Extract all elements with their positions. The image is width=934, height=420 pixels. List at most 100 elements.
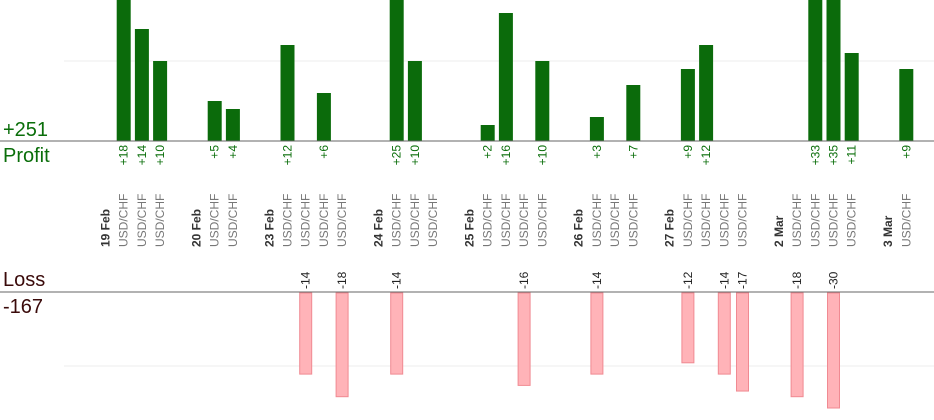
date-label: 26 Feb [572,209,586,247]
date-label: 19 Feb [99,209,113,247]
profit-value-label: +9 [681,145,695,159]
profit-bar [116,0,131,141]
profit-bar [808,0,823,141]
profit-bar [480,125,495,141]
loss-bar [827,292,840,409]
date-label: 3 Mar [881,215,895,247]
profit-bar [844,53,859,141]
loss-value-label: -18 [335,271,349,289]
instrument-label: USD/CHF [499,194,513,247]
profit-value-label: +18 [117,145,131,166]
profit-bar [498,13,513,141]
instrument-label: USD/CHF [208,194,222,247]
instrument-label: USD/CHF [408,194,422,247]
loss-value-label: -17 [736,271,750,289]
loss-value-label: -30 [827,271,841,289]
profit-value-label: +12 [699,145,713,166]
loss-label: Loss [3,269,46,291]
profit-bar [626,85,641,141]
profit-bars: +18 +14 +10 +5 +4 +12 +6 +25 +10 +2 +16 +10 +3 +7 +9 +1… [116,0,914,166]
instrument-label: USD/CHF [135,194,149,247]
date-label: 25 Feb [463,209,477,247]
profit-bar [535,61,550,141]
loss-value-label: -16 [517,271,531,289]
instrument-label: USD/CHF [281,194,295,247]
profit-bar [680,69,695,141]
instrument-label: USD/CHF [699,194,713,247]
profit-value-label: +5 [208,145,222,159]
profit-bar [407,61,422,141]
instrument-label: USD/CHF [517,194,531,247]
profit-total: +251 [3,119,49,141]
profit-value-label: +10 [408,145,422,166]
loss-bar [717,292,731,375]
loss-bar [736,292,749,392]
instrument-label: USD/CHF [827,194,841,247]
instrument-label: USD/CHF [226,194,240,247]
profit-bar [699,45,714,141]
profit-bar [134,29,149,141]
profit-value-label: +14 [135,145,149,166]
instrument-label: USD/CHF [790,194,804,247]
profit-value-label: +25 [390,145,404,166]
instrument-label: USD/CHF [681,194,695,247]
profit-value-label: +7 [626,145,640,159]
loss-value-label: -18 [790,271,804,289]
instrument-label: USD/CHF [317,194,331,247]
profit-value-label: +11 [845,145,859,165]
loss-value-label: -14 [717,271,731,289]
instrument-label: USD/CHF [481,194,495,247]
instrument-label: USD/CHF [717,194,731,247]
profit-value-label: +6 [317,145,331,159]
instrument-label: USD/CHF [899,194,913,247]
column-labels: 19 Feb USD/CHF USD/CHF USD/CHF 20 Feb USD/CHF… [99,194,914,247]
loss-bar [590,292,604,375]
profit-bar [207,101,222,141]
loss-total: -167 [3,296,44,318]
loss-value-label: -12 [681,271,695,289]
date-label: 27 Feb [663,209,677,247]
date-label: 24 Feb [372,209,386,247]
instrument-label: USD/CHF [626,194,640,247]
profit-value-label: +4 [226,145,240,159]
instrument-label: USD/CHF [335,194,349,247]
instrument-label: USD/CHF [736,194,750,247]
profit-bar [389,0,404,141]
profit-bar [899,69,914,141]
loss-bar [299,292,313,375]
loss-bar [517,292,531,386]
loss-value-label: -14 [590,271,604,289]
profit-bar [826,0,841,141]
profit-value-label: +10 [535,145,549,166]
instrument-label: USD/CHF [390,194,404,247]
date-label: 23 Feb [262,209,276,247]
loss-bar [390,292,404,375]
profit-bar [153,61,168,141]
loss-bars: -14 -18 -14 -16 -14 -12 -14 -17 -18 -30 [299,271,841,409]
profit-value-label: +33 [808,145,822,166]
profit-value-label: +12 [281,145,295,166]
profit-value-label: +9 [899,145,913,159]
loss-bar [681,292,695,364]
date-label: 20 Feb [190,209,204,247]
profit-label: Profit [3,145,50,167]
instrument-label: USD/CHF [590,194,604,247]
date-label: 2 Mar [772,215,786,247]
instrument-label: USD/CHF [808,194,822,247]
profit-value-label: +35 [827,145,841,166]
profit-bar [280,45,295,141]
loss-value-label: -14 [299,271,313,289]
profit-value-label: +2 [481,145,495,159]
loss-bar [335,292,349,398]
instrument-label: USD/CHF [608,194,622,247]
instrument-label: USD/CHF [845,194,859,247]
instrument-label: USD/CHF [299,194,313,247]
instrument-label: USD/CHF [426,194,440,247]
profit-bar [316,93,331,141]
profit-bar [225,109,240,141]
instrument-label: USD/CHF [117,194,131,247]
loss-bar [790,292,804,398]
instrument-label: USD/CHF [535,194,549,247]
profit-value-label: +10 [153,145,167,166]
